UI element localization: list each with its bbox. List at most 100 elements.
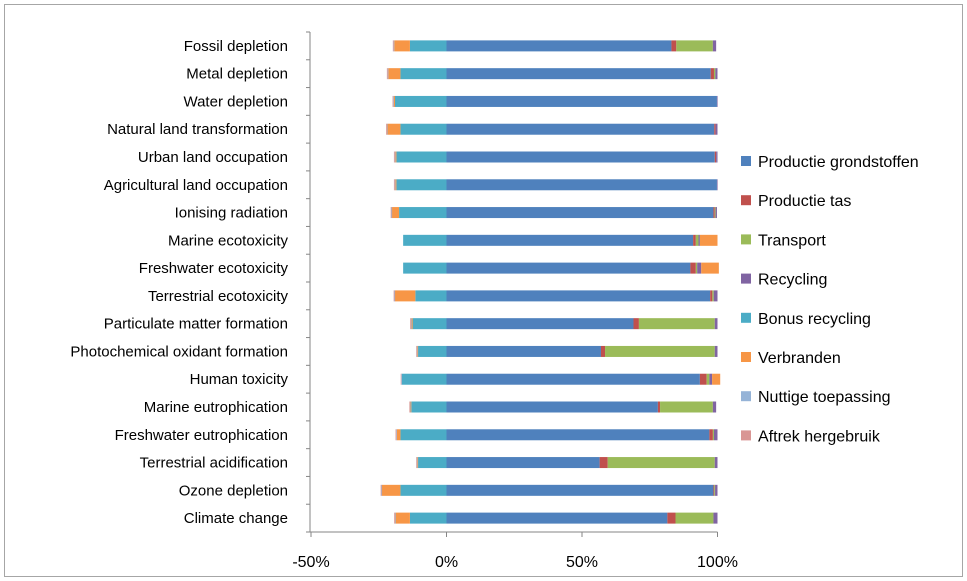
legend-swatch [741,312,751,323]
bar-segment [394,179,396,191]
category-label: Natural land transformation [107,121,288,138]
bar-segment [690,262,696,274]
bar-segment [409,512,447,524]
bar-segment [675,512,714,524]
bar-segment [417,345,419,357]
bar-segment [716,179,718,191]
bar-segment [713,207,715,219]
bar-segment [400,429,447,441]
bar-segment [714,484,716,496]
legend-label: Productie tas [758,193,851,210]
legend-label: Verbranden [758,350,841,367]
bar-segment [400,68,447,80]
value-tick-label: -50% [292,554,329,571]
bar-segment [446,290,711,302]
bar-segment [400,484,447,496]
bar-segment [412,318,447,330]
category-label: Terrestrial acidification [140,455,288,472]
bar-segment [638,318,715,330]
bar-segment [386,123,387,135]
bar-segment [699,234,718,246]
bar-segment [713,484,715,496]
bar-segment [709,373,713,385]
bar-segment [710,290,713,302]
bar-segment [387,68,389,80]
legend-label: Productie grondstoffen [758,154,919,171]
bar-segment [386,123,388,135]
bar-segment [411,318,413,330]
category-label: Human toxicity [190,371,289,388]
bar-segment [400,123,447,135]
bar-segment [401,373,402,385]
bar-segment [410,318,411,330]
bar-segment [446,68,711,80]
bar-segment [418,457,447,469]
bar-segment [446,345,601,357]
bar-segment [716,95,718,107]
bar-segment [712,429,714,441]
bar-segment [698,234,700,246]
bar-segment [715,68,718,80]
bar-segment [714,123,716,135]
bar-segment [446,429,710,441]
bar-segment [712,373,721,385]
legend-label: Aftrek hergebruik [758,428,881,445]
bar-segment [380,484,382,496]
category-label: Agricultural land occupation [104,177,288,194]
bar-segment [446,457,600,469]
bar-segment [446,401,658,413]
legend-label: Bonus recycling [758,311,871,328]
category-label: Ozone depletion [179,482,288,499]
bar-segment [657,401,661,413]
bar-segment [416,457,417,469]
bar-segment [415,290,447,302]
bar-segment [714,345,718,357]
bar-segment [395,179,397,191]
bar-segment [393,290,395,302]
bar-segment [401,373,447,385]
bar-segment [446,512,668,524]
bar-segment [699,373,707,385]
bar-segment [676,40,713,52]
category-label: Terrestrial ecotoxicity [148,288,289,305]
bar-segment [714,457,718,469]
bar-segment [409,40,447,52]
bar-segment [714,318,718,330]
bar-segment [411,401,447,413]
bar-segment [399,207,447,219]
bar-segment [403,262,447,274]
bar-segment [403,234,447,246]
legend-label: Nuttige toepassing [758,389,891,406]
bar-segment [446,207,714,219]
bar-segment [713,429,718,441]
bar-segment [396,179,447,191]
bar-segment [396,429,401,441]
bar-segment [416,457,418,469]
bar-segment [416,345,418,357]
bar-segment [395,95,447,107]
bar-segment [394,151,396,163]
value-tick-label: 100% [697,554,738,571]
bar-segment [715,123,718,135]
bar-segment [446,151,715,163]
category-label: Marine eutrophication [144,399,288,416]
bar-segment [393,179,395,191]
bar-segment [446,123,715,135]
value-tick-label: 0% [435,554,458,571]
bar-segment [446,318,634,330]
stacked-bar-chart: Fossil depletion Metal depletion Water dep… [70,31,919,571]
bar-segment [716,151,718,163]
legend-label: Recycling [758,272,827,289]
value-tick-label: 50% [566,554,598,571]
category-label: Particulate matter formation [104,316,288,333]
bar-segment [605,345,715,357]
bar-segment [660,401,713,413]
bar-segment [706,373,710,385]
bar-segment [714,151,717,163]
bar-segment [394,40,410,52]
category-label: Freshwater ecotoxicity [139,260,289,277]
legend-label: Transport [758,232,826,249]
bar-segment [446,484,714,496]
category-label: Fossil depletion [184,38,288,55]
chart-frame: Fossil depletion Metal depletion Water dep… [4,4,963,577]
